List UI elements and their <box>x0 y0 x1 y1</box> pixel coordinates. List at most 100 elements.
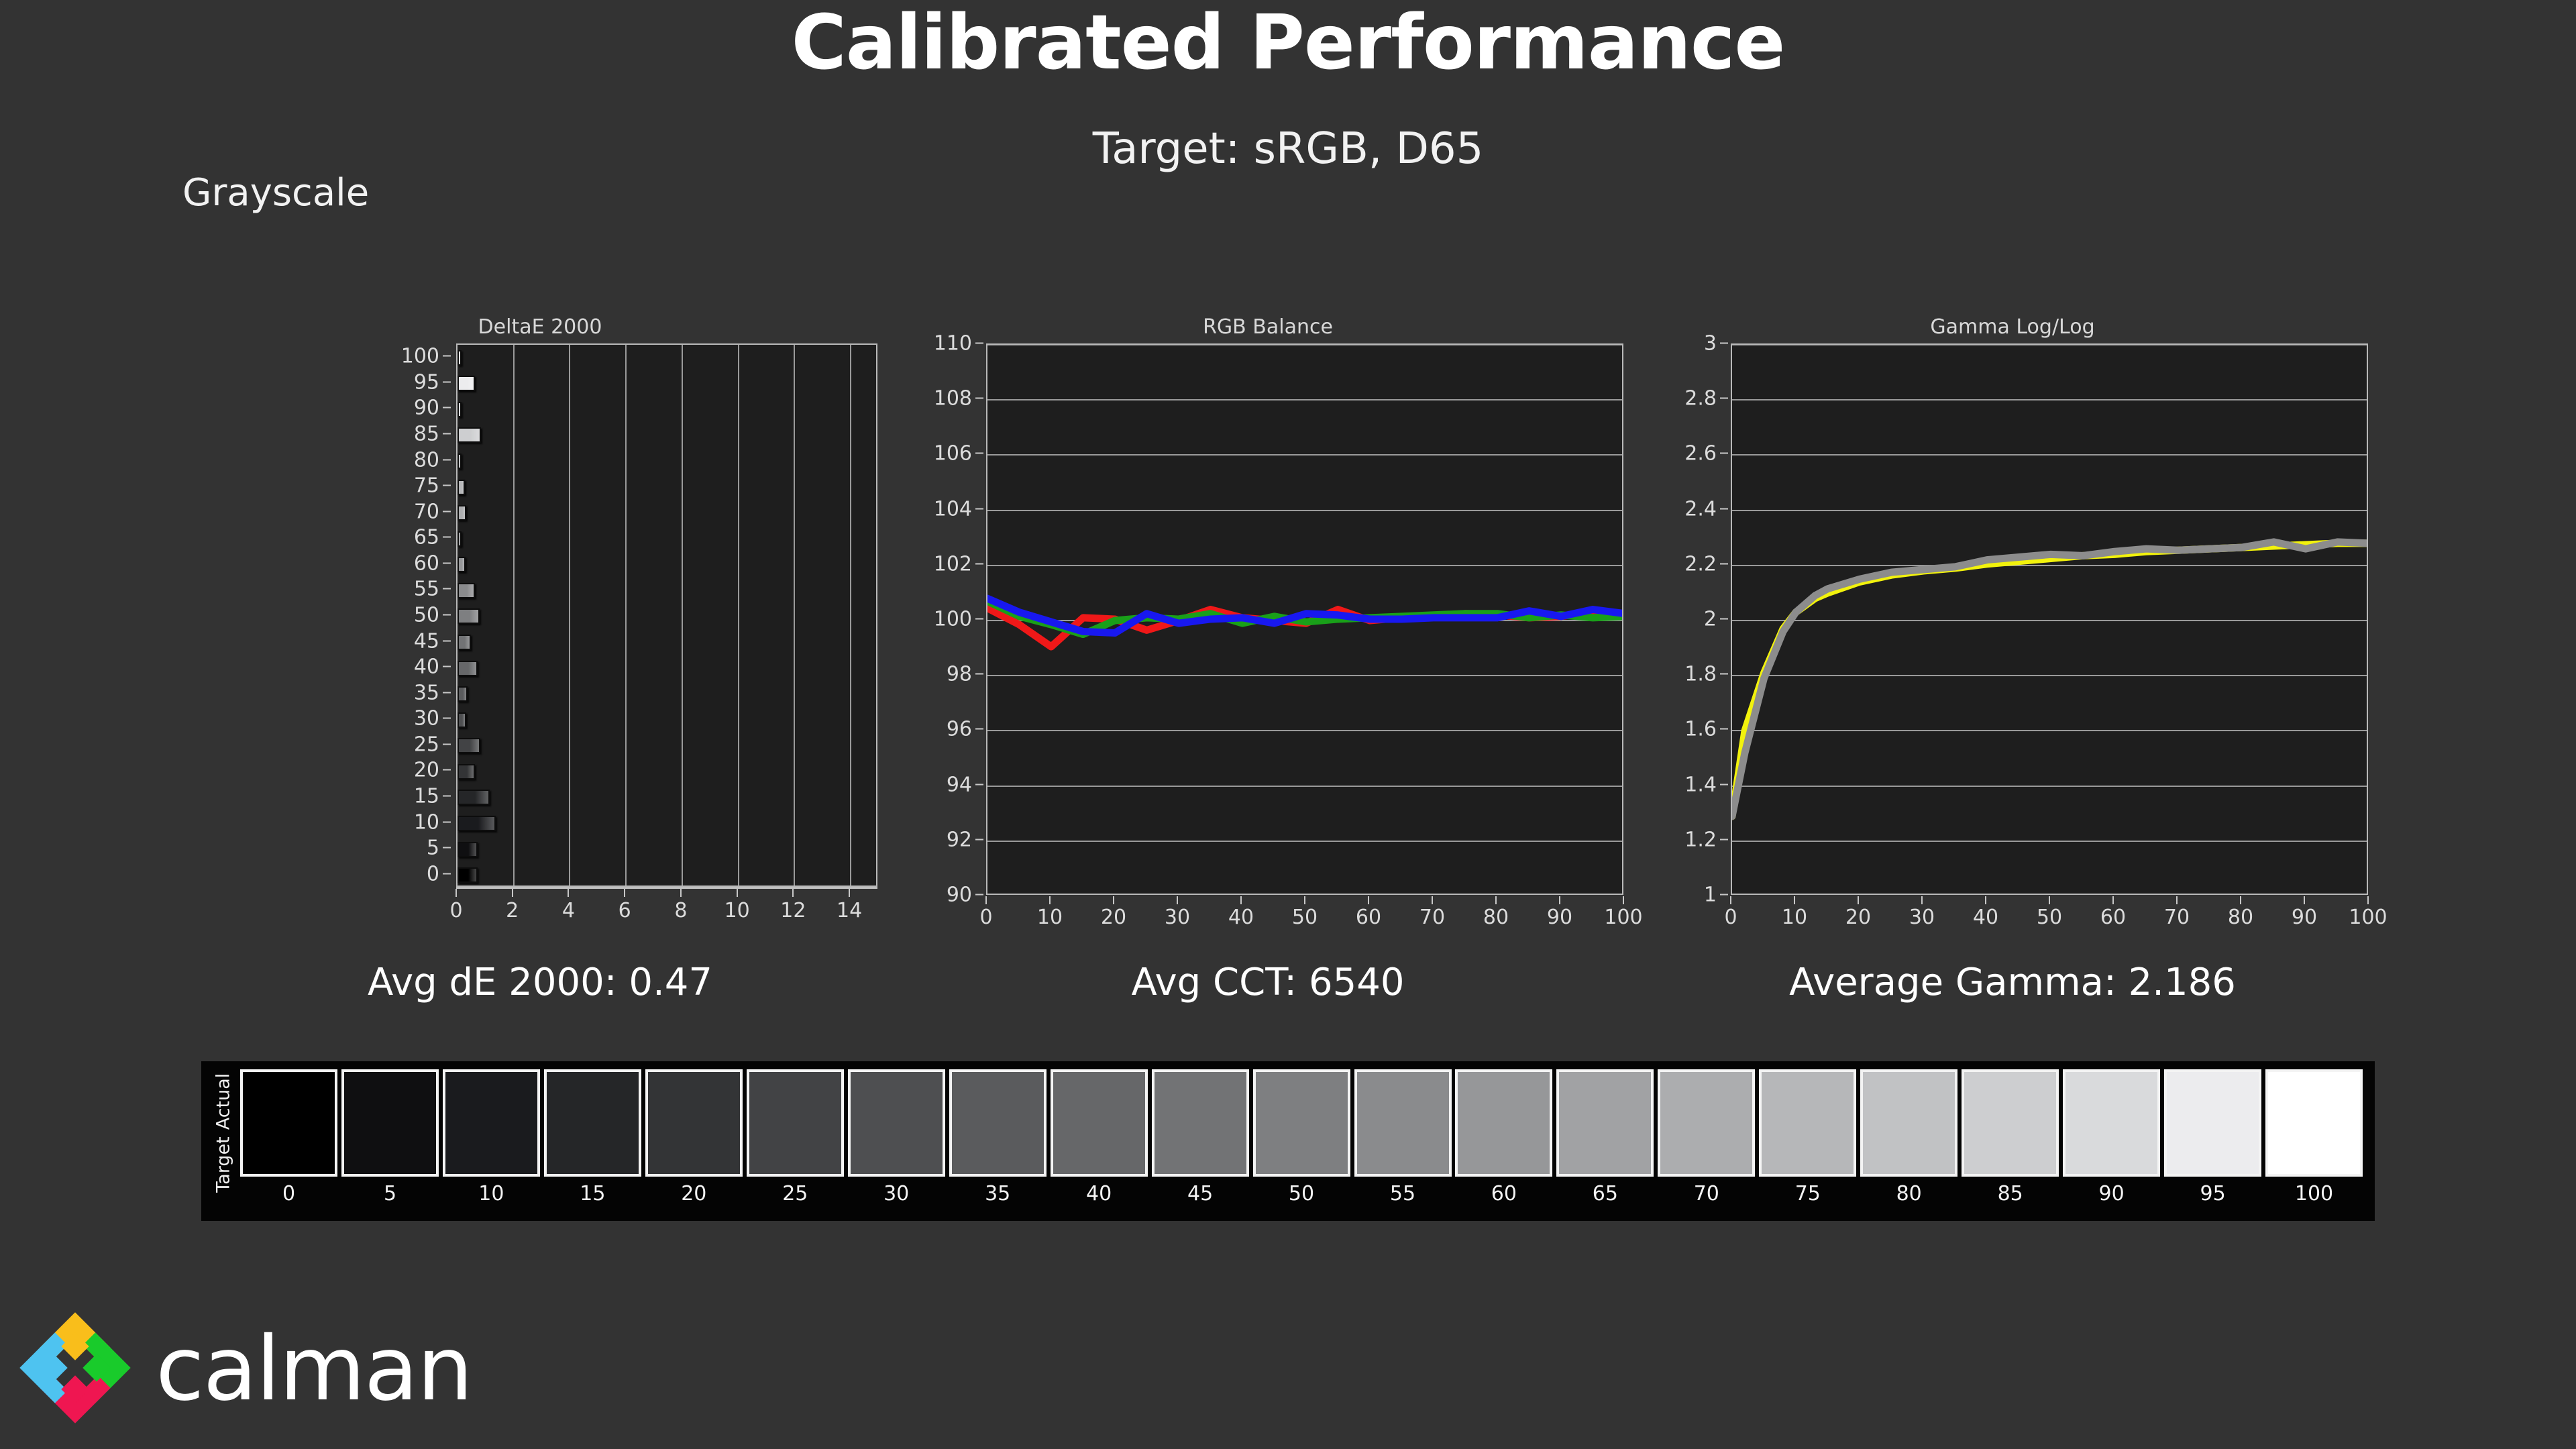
deltae-bar <box>458 376 475 392</box>
x-tick-mark <box>624 889 626 897</box>
tick-dash <box>443 847 451 849</box>
x-tick-mark <box>2367 896 2369 904</box>
x-tick-label: 40 <box>1228 906 1254 929</box>
swatch-row-labels: Actual Target <box>208 1069 239 1203</box>
tick-dash <box>1720 452 1728 454</box>
gridline-vertical <box>625 345 627 885</box>
gridline-horizontal <box>987 785 1622 787</box>
tick-dash <box>975 673 983 675</box>
deltae-bar <box>458 350 462 366</box>
tick-dash <box>975 728 983 730</box>
x-tick-mark <box>1730 896 1731 904</box>
deltae-bar <box>458 841 478 857</box>
x-tick-mark <box>1049 896 1051 904</box>
brand-wordmark: calman <box>156 1318 473 1421</box>
deltae-bar <box>458 505 467 521</box>
x-tick-label: 40 <box>1972 906 1999 929</box>
gridline-horizontal <box>1732 454 2367 456</box>
gridline-horizontal <box>1732 620 2367 621</box>
y-tick-label: 104 <box>782 497 983 521</box>
y-tick-label: 2.8 <box>1527 387 1728 411</box>
deltae-bar <box>458 608 480 625</box>
y-tick-label: 1.4 <box>1527 773 1728 796</box>
tick-dash <box>443 588 451 590</box>
deltae-bar <box>458 635 471 651</box>
grayscale-swatch <box>1759 1069 1857 1177</box>
y-tick-label: 96 <box>782 718 983 741</box>
summary-avg-cct: Avg CCT: 6540 <box>1131 961 1405 1004</box>
x-tick-label: 0 <box>1724 906 1737 929</box>
tick-dash <box>443 536 451 538</box>
grayscale-swatch-strip: Actual Target 0 5 10 15 20 25 30 35 40 45 50 55 60 65… <box>201 1061 2375 1221</box>
y-tick-label: 80 <box>250 448 451 472</box>
y-tick-label: 1.6 <box>1527 718 1728 741</box>
x-tick-mark <box>2304 896 2305 904</box>
plot-area-rgb-balance <box>986 343 1623 895</box>
swatch-tick-label: 0 <box>282 1182 296 1205</box>
tick-dash <box>1720 563 1728 565</box>
deltae-bar <box>458 712 467 728</box>
y-tick-label: 50 <box>250 604 451 627</box>
tick-dash <box>975 563 983 565</box>
chart-panel-rgb-balance: RGB Balance 90 92 94 96 98 100 102 104 106 108 110… <box>906 315 1643 939</box>
tick-dash <box>443 614 451 616</box>
tick-dash <box>443 484 451 486</box>
tick-dash <box>1720 508 1728 510</box>
calman-diamond-left-icon <box>40 1354 68 1382</box>
y-tick-label: 1.2 <box>1527 828 1728 851</box>
x-tick-label: 50 <box>1291 906 1318 929</box>
swatch-tick-label: 25 <box>782 1182 808 1205</box>
swatch-tick-label: 35 <box>985 1182 1011 1205</box>
y-tick-label: 35 <box>250 681 451 704</box>
grayscale-swatch <box>746 1069 844 1177</box>
x-tick-label: 2 <box>506 899 519 922</box>
gridline-horizontal <box>987 509 1622 511</box>
swatch-tick-label: 90 <box>2098 1182 2125 1205</box>
x-tick-label: 0 <box>449 899 463 922</box>
tick-dash <box>443 407 451 409</box>
gamma-series <box>1732 538 2367 820</box>
gridline-vertical <box>794 345 796 885</box>
grayscale-swatch <box>1658 1069 1756 1177</box>
tick-dash <box>1720 728 1728 730</box>
tick-dash <box>443 562 451 564</box>
x-tick-mark <box>849 889 851 897</box>
chart-title-deltae: DeltaE 2000 <box>478 315 602 339</box>
summary-average-gamma: Average Gamma: 2.186 <box>1789 961 2236 1004</box>
x-tick-label: 80 <box>2227 906 2254 929</box>
gridline-vertical <box>850 345 852 885</box>
page-title: Calibrated Performance <box>791 0 1786 87</box>
swatch-tick-label: 10 <box>478 1182 504 1205</box>
x-tick-mark <box>1794 896 1795 904</box>
tick-dash <box>443 433 451 435</box>
x-tick-mark <box>1623 896 1624 904</box>
gridline-horizontal <box>987 399 1622 401</box>
gridline-horizontal <box>987 344 1622 345</box>
deltae-bar <box>458 453 462 470</box>
grayscale-swatch <box>949 1069 1046 1177</box>
gridline-horizontal <box>1732 399 2367 401</box>
x-tick-label: 10 <box>724 899 750 922</box>
grayscale-swatch <box>1354 1069 1452 1177</box>
tick-dash <box>975 618 983 620</box>
y-tick-label: 94 <box>782 773 983 796</box>
y-tick-label: 100 <box>782 608 983 631</box>
grayscale-swatch <box>543 1069 641 1177</box>
gridline-vertical <box>681 345 683 885</box>
x-tick-mark <box>2176 896 2178 904</box>
chart-title-rgb-balance: RGB Balance <box>1203 315 1333 339</box>
grayscale-swatch <box>1455 1069 1553 1177</box>
tick-dash <box>1720 894 1728 896</box>
x-tick-mark <box>1432 896 1433 904</box>
x-tick-mark <box>792 889 794 897</box>
tick-dash <box>975 784 983 786</box>
deltae-bar <box>458 479 465 495</box>
series-line-measured <box>1732 539 2367 820</box>
gridline-vertical <box>737 345 739 885</box>
y-tick-label: 90 <box>250 396 451 420</box>
grayscale-swatch <box>2265 1069 2363 1177</box>
y-tick-label: 55 <box>250 578 451 601</box>
tick-dash <box>1720 342 1728 344</box>
y-tick-label: 90 <box>782 883 983 907</box>
